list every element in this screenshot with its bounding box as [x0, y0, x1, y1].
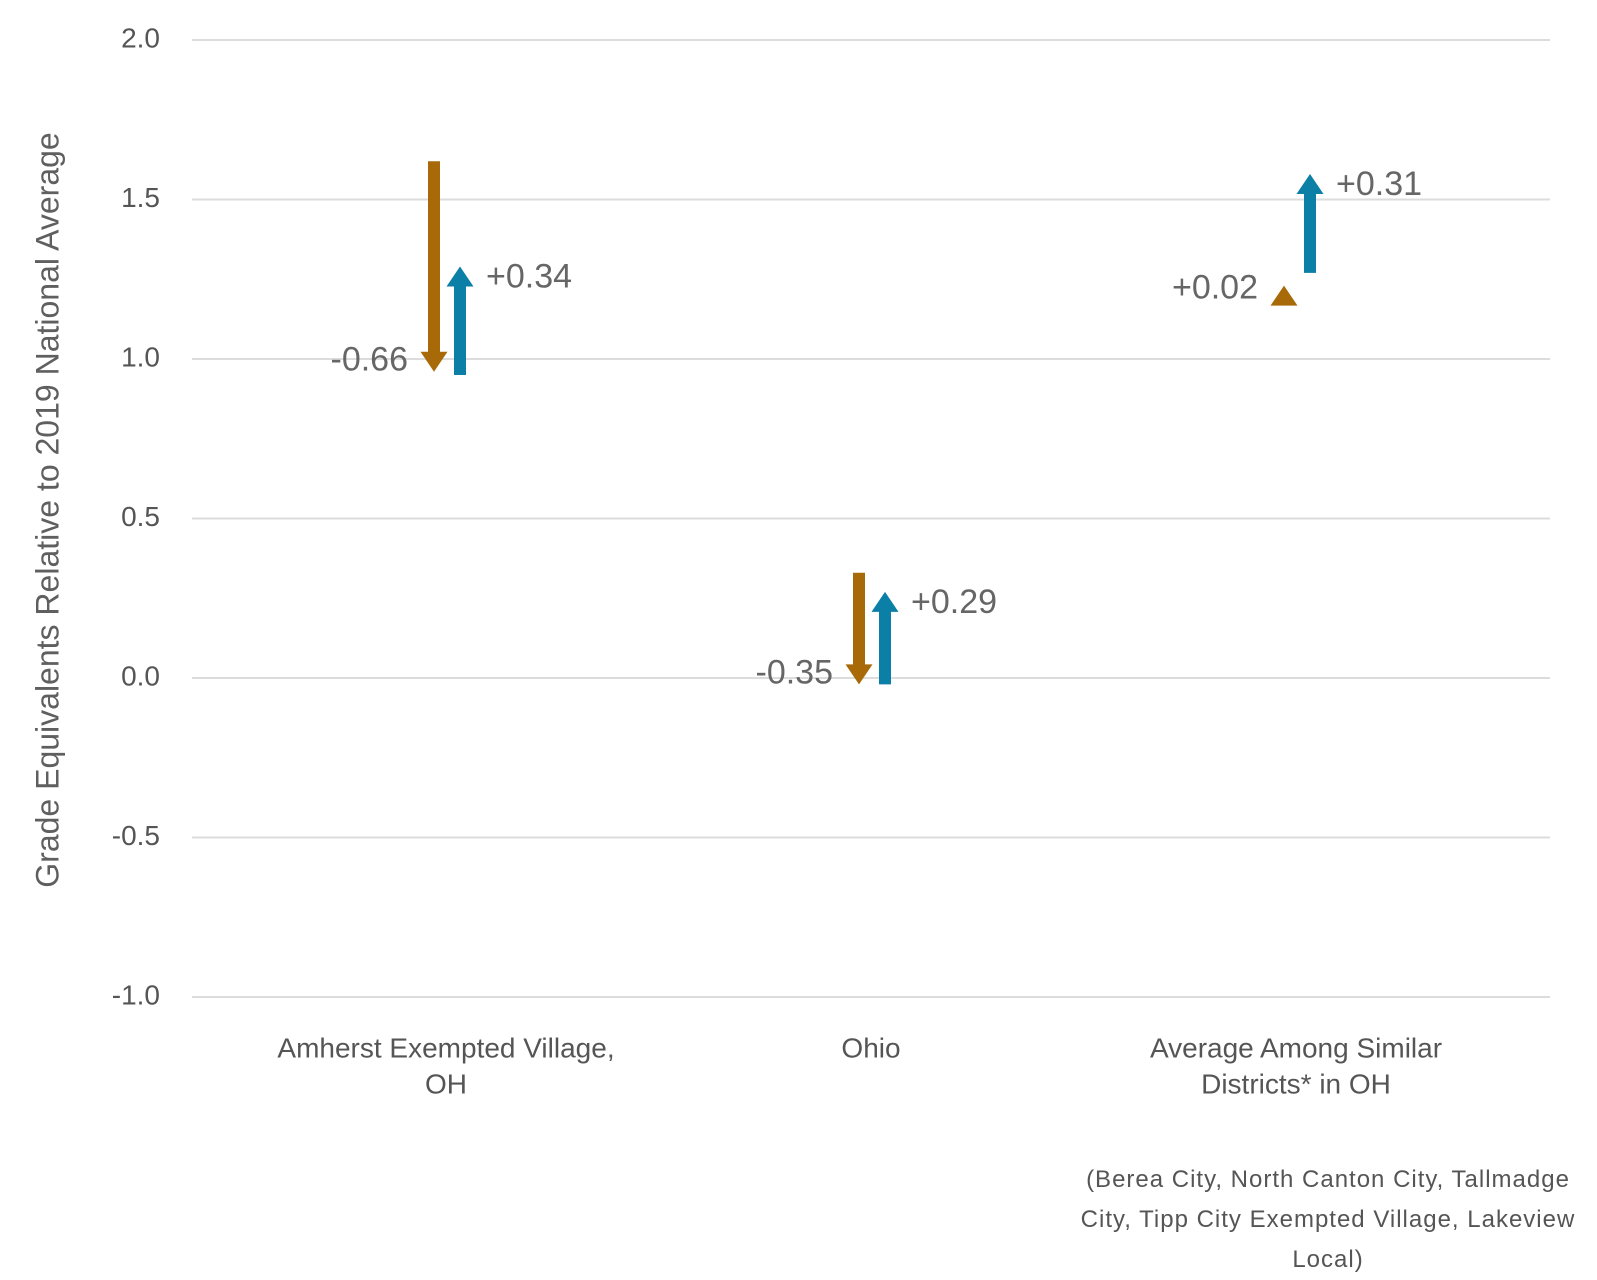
- data-label: -0.66: [331, 341, 409, 379]
- footnote: (Berea City, North Canton City, Tallmadg…: [1048, 1160, 1597, 1280]
- arrow: [420, 161, 448, 372]
- category-labels: Amherst Exempted Village, OH Ohio Average A…: [277, 1032, 1442, 1099]
- y-tick-label: 0.0: [121, 660, 160, 691]
- category-label: OH: [425, 1068, 467, 1099]
- y-tick-label: -0.5: [112, 820, 160, 851]
- gridlines: [192, 39, 1550, 998]
- arrow: [845, 572, 873, 685]
- arrow: [1296, 173, 1324, 273]
- arrow: [446, 266, 474, 375]
- data-label: +0.34: [486, 257, 572, 295]
- y-tick-label: -1.0: [112, 979, 160, 1010]
- footnote-line: (Berea City, North Canton City, Tallmadg…: [1086, 1166, 1570, 1193]
- arrow-marks: [420, 161, 1324, 685]
- y-tick-label: 1.0: [121, 341, 160, 372]
- y-axis-label: Grade Equivalents Relative to 2019 Natio…: [29, 132, 65, 887]
- category-label: Ohio: [841, 1032, 900, 1063]
- data-label: -0.35: [756, 653, 834, 691]
- category-label: Amherst Exempted Village,: [277, 1032, 614, 1063]
- y-tick-label: 1.5: [121, 182, 160, 213]
- data-label: +0.29: [911, 583, 997, 621]
- y-tick-label: 0.5: [121, 501, 160, 532]
- data-label: +0.02: [1172, 269, 1258, 307]
- footnote-line: City, Tipp City Exempted Village, Lakevi…: [1080, 1206, 1576, 1233]
- y-tick-label: 2.0: [121, 22, 160, 53]
- category-label: Districts* in OH: [1201, 1068, 1391, 1099]
- arrow: [1270, 285, 1298, 306]
- footnote-line: Local): [1292, 1246, 1364, 1273]
- arrow: [871, 591, 899, 685]
- y-tick-labels: 2.0 1.5 1.0 0.5 0.0 -0.5 -1.0: [112, 22, 160, 1010]
- category-label: Average Among Similar: [1150, 1032, 1442, 1063]
- data-label: +0.31: [1336, 165, 1422, 203]
- data-labels: -0.66 -0.35 +0.02 +0.34 +0.29 +0.31: [331, 165, 1423, 691]
